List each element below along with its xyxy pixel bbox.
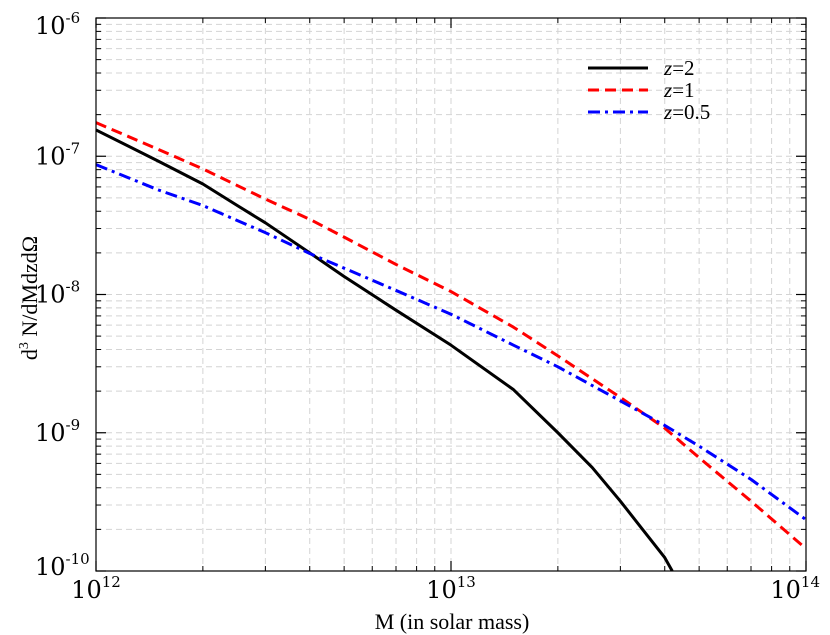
y-tick-label: 10-7: [35, 139, 80, 170]
ticks: 1012 1013 1014 10-6 10-7 10-8 10-9 10-10: [35, 9, 820, 604]
y-tick-label: 10-6: [35, 9, 80, 40]
x-tick-label: 1013: [426, 573, 476, 604]
x-axis-label: M (in solar mass): [375, 609, 530, 634]
series-line-z-2: [96, 128, 674, 571]
y-axis-label-base: d: [17, 349, 42, 360]
legend-label: z=2: [663, 56, 695, 80]
series-line-z-1: [96, 121, 806, 550]
y-tick-label: 10-8: [35, 278, 80, 309]
series-layer: [96, 121, 806, 571]
y-axis-label: d3 N/dMdzdΩ: [17, 236, 42, 360]
legend-label: z=0.5: [663, 100, 710, 124]
y-tick-label: 10-9: [35, 416, 80, 447]
y-tick-label: 10-10: [35, 550, 90, 581]
y-axis-label-sup: 3: [17, 342, 32, 349]
x-tick-label: 1012: [71, 573, 121, 604]
legend: z=2z=1z=0.5: [588, 56, 710, 124]
y-axis-label-rest: N/dMdzdΩ: [17, 236, 42, 342]
grid: [96, 18, 806, 571]
x-tick-label: 1014: [770, 573, 820, 604]
legend-label: z=1: [663, 78, 695, 102]
series-line-z-0-5: [96, 163, 806, 521]
